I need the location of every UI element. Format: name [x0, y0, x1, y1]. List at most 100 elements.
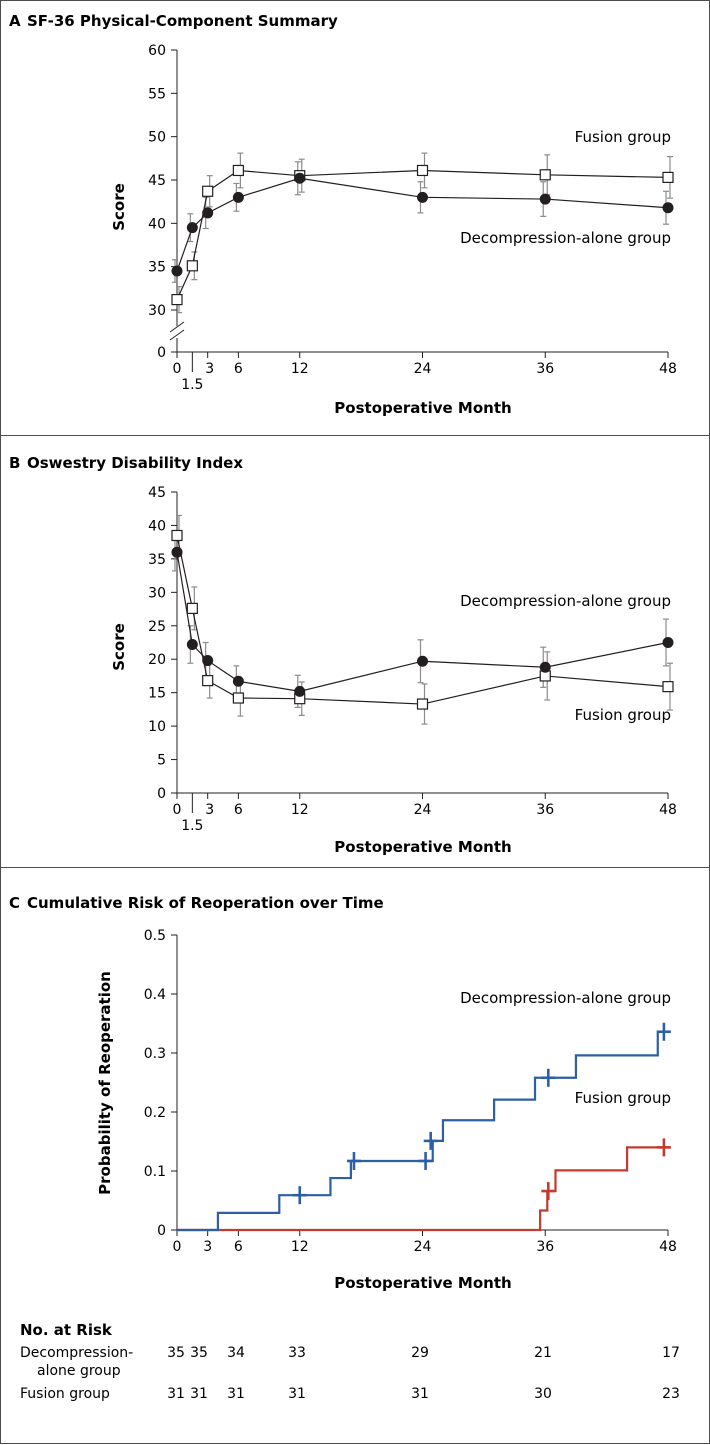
panel-b-series-line [176, 535, 669, 705]
panel-b-series-line [176, 552, 669, 692]
panel-a-fusion-point [416, 164, 429, 177]
risk-value-fusion: 31 [288, 1386, 306, 1402]
panel-a-fusion-point [202, 185, 214, 197]
panel-b-y-tick-label: 25 [148, 619, 166, 635]
panel-b-y-tick-label: 40 [148, 518, 166, 534]
risk-row-fusion-label: Fusion group [20, 1386, 110, 1402]
panel-c-xlabel: Postoperative Month [334, 1274, 511, 1292]
panel-a-frame [0, 0, 710, 436]
panel-a-axis-break [169, 321, 185, 333]
panel-a-decompression-point [232, 191, 244, 203]
panel-c-y-tick-label: 0.4 [144, 987, 166, 1003]
panel-a-x-tick-label: 36 [536, 361, 554, 377]
panel-c-x-tick-label: 36 [536, 1239, 554, 1255]
panel-a-title: SF-36 Physical-Component Summary [27, 12, 338, 30]
panel-c-x-tick-label: 3 [203, 1239, 212, 1255]
panel-c-x-tick-label: 48 [659, 1239, 677, 1255]
panel-b-decompression-point [186, 639, 198, 651]
risk-value-decompression: 35 [167, 1345, 185, 1361]
panel-a-x-tick-label: 12 [291, 361, 309, 377]
panel-b-x-tick-label: 48 [659, 802, 677, 818]
panel-b-y-tick-label: 5 [157, 753, 166, 769]
panel-a-decompression-point [662, 202, 674, 214]
panel-c-x-tick-label: 24 [414, 1239, 432, 1255]
panel-b-x-tick-label: 36 [536, 802, 554, 818]
panel-a-x-tick-label: 1.5 [181, 377, 203, 393]
panel-a-x-tick-label: 48 [659, 361, 677, 377]
panel-a-decompression-point [417, 191, 428, 203]
panel-b-y-tick-label: 10 [148, 719, 166, 735]
panel-b-y-tick-label: 45 [148, 485, 166, 501]
panel-c-x-tick-label: 0 [173, 1239, 182, 1255]
panel-a-x-tick-label: 0 [173, 361, 182, 377]
panel-a-fusion-point [171, 294, 183, 306]
panel-a-decompression-point [202, 207, 214, 219]
panel-a-xlabel: Postoperative Month [334, 399, 511, 417]
panel-c-fusion-label: Fusion group [575, 1089, 671, 1107]
panel-b-ylabel: Score [110, 623, 128, 671]
panel-b-decompression-point [232, 675, 244, 687]
panel-b-decompression-point [662, 637, 674, 648]
panel-a-fusion-point [662, 171, 674, 183]
panel-b-decompression-point [171, 546, 183, 558]
panel-b-x-tick-label: 0 [173, 802, 182, 818]
panel-c-ylabel: Probability of Reoperation [96, 971, 114, 1195]
panel-a-decompression-point [171, 265, 183, 277]
panel-a-y-tick-label: 45 [148, 173, 166, 189]
panel-b-y-tick-label: 35 [148, 552, 166, 568]
panel-b-fusion-point [232, 692, 244, 704]
panel-b-decompression-point [202, 655, 214, 667]
panel-a-decompression-point [294, 172, 306, 184]
panel-b-letter: B [9, 454, 20, 472]
panel-b-frame [0, 435, 710, 868]
panel-a-y-tick-label: 55 [148, 86, 166, 102]
risk-value-decompression: 35 [190, 1345, 208, 1361]
panel-a-decompression-point [539, 193, 551, 205]
panel-b-decompression-point [294, 685, 306, 697]
panel-a-decompression-point [186, 222, 198, 234]
panel-a-x-tick-label: 6 [234, 361, 243, 377]
risk-value-fusion: 31 [190, 1386, 208, 1402]
panel-a-y-tick-label: 40 [148, 216, 166, 232]
risk-value-fusion: 23 [662, 1386, 680, 1402]
panel-a-letter: A [9, 12, 21, 30]
panel-a-y-tick-label: 50 [148, 130, 166, 146]
panel-b-x-tick-label: 24 [414, 802, 432, 818]
panel-c-decompression-curve [177, 1030, 668, 1232]
panel-a-fusion-point [539, 169, 551, 181]
panel-c-x-tick-label: 12 [291, 1239, 309, 1255]
panel-b-fusion-point [171, 529, 183, 542]
panel-b-decompression-point [539, 661, 551, 673]
panel-a-y-tick-label: 30 [148, 303, 166, 319]
panel-b-y-tick-label: 15 [148, 686, 166, 702]
risk-value-fusion: 30 [534, 1386, 552, 1402]
panel-b-fusion-label: Fusion group [575, 706, 671, 724]
panel-a-x-tick-label: 24 [414, 361, 432, 377]
panel-b-fusion-point [202, 675, 214, 687]
panel-a-fusion-label: Fusion group [575, 128, 671, 146]
risk-row-decompression-label: Decompression- [20, 1345, 133, 1361]
panel-c-letter: C [9, 894, 20, 912]
panel-a-decompression-label: Decompression-alone group [460, 229, 671, 247]
panel-b-x-tick-label: 3 [205, 802, 214, 818]
panel-c-decompression-label: Decompression-alone group [460, 989, 671, 1007]
panel-b-title: Oswestry Disability Index [27, 454, 243, 472]
panel-a-axis-break [169, 329, 185, 341]
panel-b-fusion-point [662, 681, 674, 693]
panel-a-y-tick-label: 35 [148, 260, 166, 276]
panel-b-y-tick-label: 20 [148, 652, 166, 668]
panel-b-x-tick-label: 12 [291, 802, 309, 818]
risk-row-decompression-label-2: alone group [37, 1363, 121, 1379]
panel-c-y-tick-label: 0.1 [144, 1164, 166, 1180]
risk-table-heading: No. at Risk [20, 1321, 113, 1339]
panel-b-x-tick-label: 6 [234, 802, 243, 818]
panel-a-fusion-point [232, 164, 244, 177]
panel-b-fusion-point [186, 602, 198, 614]
panel-c-title: Cumulative Risk of Reoperation over Time [27, 894, 384, 912]
panel-b-fusion-point [416, 698, 429, 710]
risk-value-decompression: 33 [288, 1345, 306, 1361]
panel-b-xlabel: Postoperative Month [334, 838, 511, 856]
risk-value-fusion: 31 [411, 1386, 429, 1402]
